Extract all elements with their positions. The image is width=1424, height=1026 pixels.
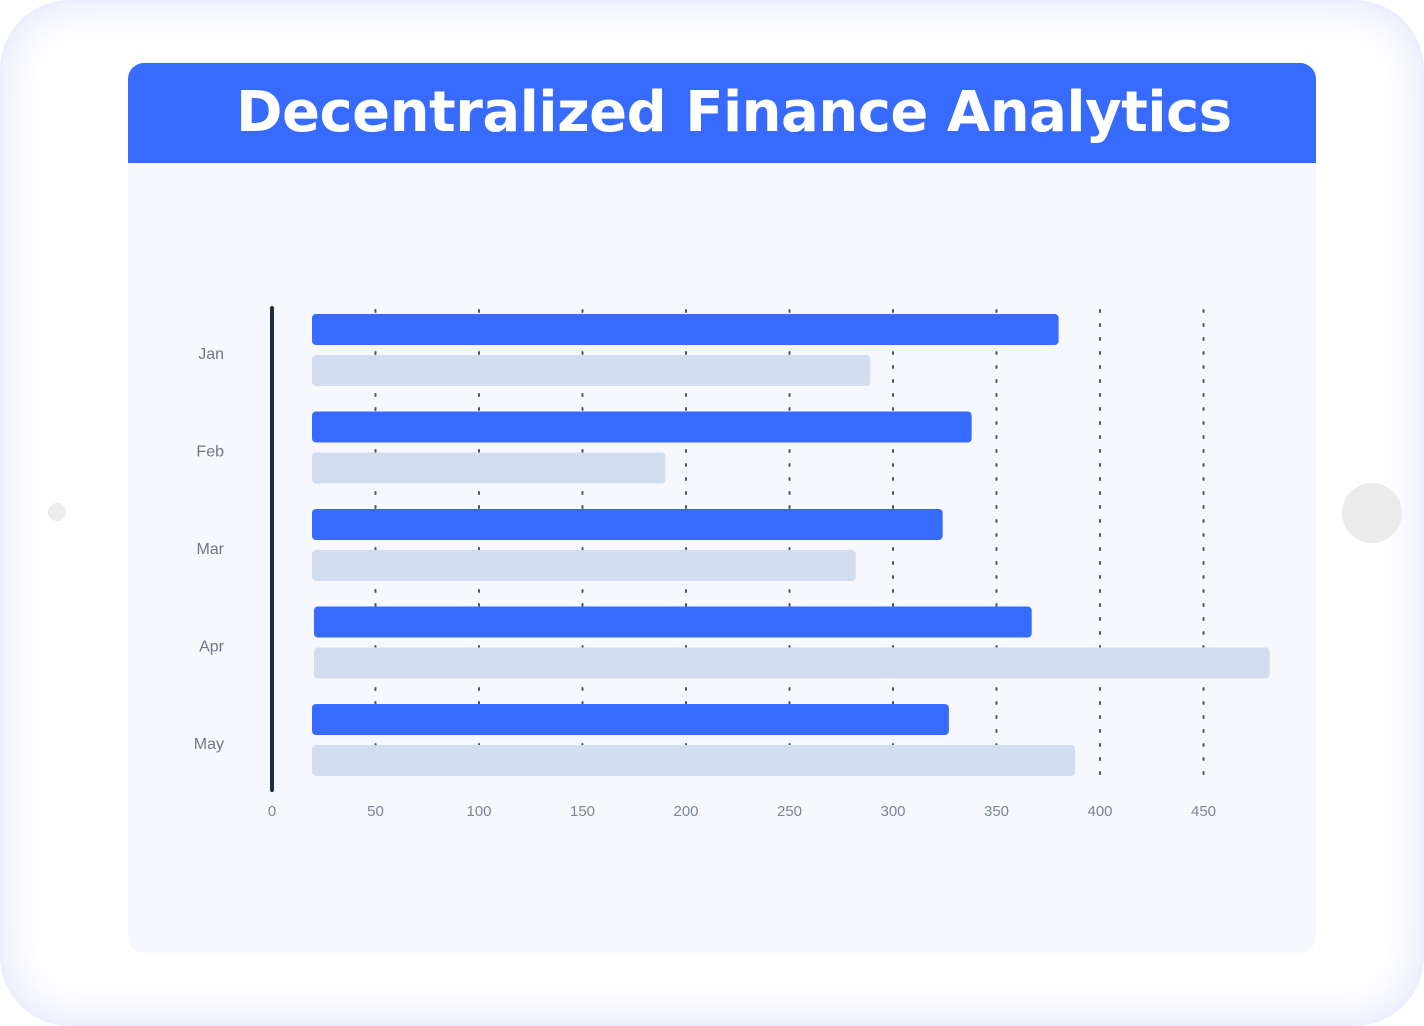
category-label-may: May <box>194 736 224 753</box>
x-tick-label-0: 0 <box>268 803 276 820</box>
grid-lines <box>374 309 1205 781</box>
x-tick-label-300: 300 <box>880 803 905 820</box>
x-tick-label-100: 100 <box>466 803 491 820</box>
screen: Decentralized Finance Analytics <box>128 63 1316 953</box>
category-label-apr: Apr <box>199 639 225 656</box>
bar-mar-series-2[interactable] <box>312 550 856 581</box>
category-label-mar: Mar <box>196 541 224 558</box>
bar-apr-series-1[interactable] <box>314 606 1032 638</box>
x-tick-label-200: 200 <box>673 803 698 820</box>
category-label-jan: Jan <box>198 346 224 363</box>
bar-may-series-2[interactable] <box>312 745 1076 776</box>
x-tick-label-250: 250 <box>777 803 802 820</box>
x-tick-label-450: 450 <box>1191 803 1216 820</box>
home-button[interactable] <box>1342 483 1402 543</box>
category-label-feb: Feb <box>196 444 224 461</box>
camera-dot <box>48 503 66 521</box>
page-title: Decentralized Finance Analytics <box>236 80 1232 145</box>
bar-jan-series-1[interactable] <box>312 314 1059 345</box>
bar-apr-series-2[interactable] <box>314 647 1270 679</box>
bar-feb-series-1[interactable] <box>312 411 972 443</box>
x-tick-label-400: 400 <box>1087 803 1112 820</box>
bar-mar-series-1[interactable] <box>312 509 943 540</box>
bar-may-series-1[interactable] <box>312 704 949 735</box>
bar-feb-series-2[interactable] <box>312 452 666 484</box>
header-bar: Decentralized Finance Analytics <box>128 63 1316 163</box>
bars <box>312 314 1270 776</box>
x-tick-label-150: 150 <box>570 803 595 820</box>
x-tick-label-50: 50 <box>367 803 384 820</box>
x-tick-label-350: 350 <box>984 803 1009 820</box>
labels: Jan Feb Mar Apr May 0 50 100 150 200 250 300 350 400 4… <box>194 346 1216 820</box>
bar-jan-series-2[interactable] <box>312 355 871 386</box>
